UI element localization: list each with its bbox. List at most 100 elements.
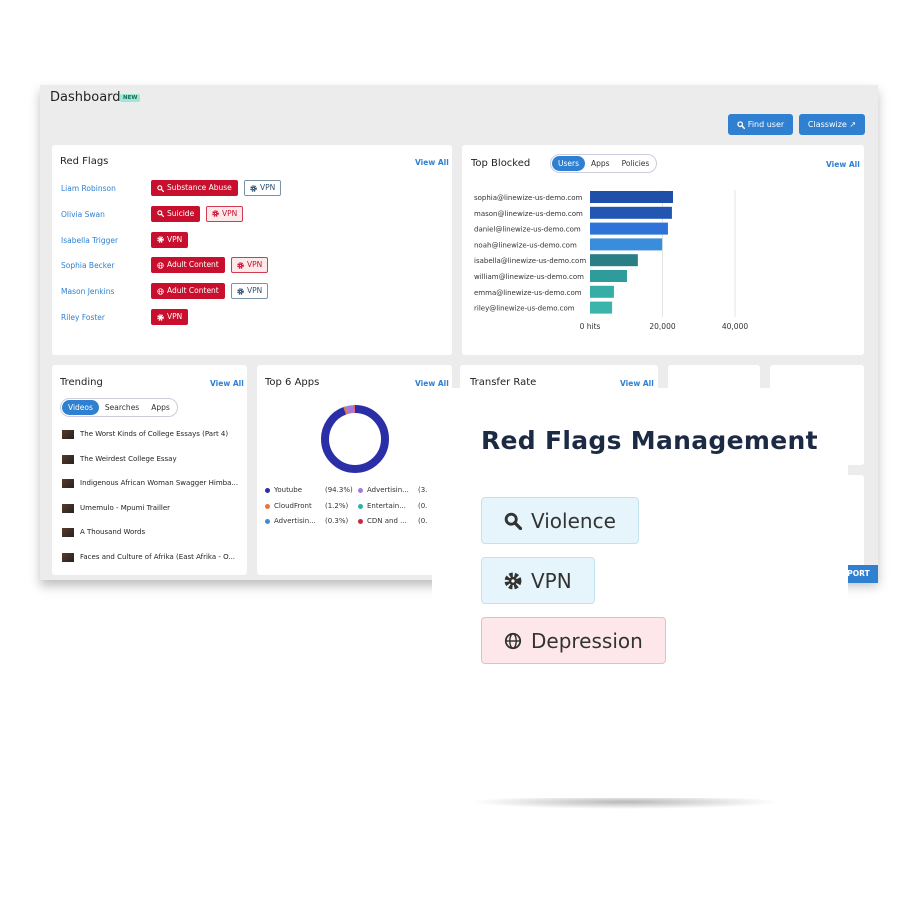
video-title[interactable]: The Worst Kinds of College Essays (Part … — [80, 430, 229, 438]
video-title[interactable]: Faces and Culture of Afrika (East Afrika… — [80, 552, 236, 561]
flag-tag: VPN — [231, 257, 269, 274]
tag-label: VPN — [167, 234, 183, 244]
tab[interactable]: Apps — [591, 159, 610, 168]
tag-label: Substance Abuse — [167, 183, 232, 192]
legend-value: (0. — [418, 517, 428, 525]
view-all-link[interactable]: View All — [415, 158, 449, 167]
bar-label: noah@linewize-us-demo.com — [474, 241, 577, 249]
bar — [590, 191, 674, 203]
globe-icon — [157, 262, 164, 269]
student-name[interactable]: Riley Foster — [61, 313, 105, 322]
icon-part — [239, 290, 242, 292]
view-all-link[interactable]: View All — [210, 379, 244, 388]
legend-value: (94.3%) — [325, 486, 353, 494]
search-icon — [157, 184, 164, 192]
icon-part — [157, 210, 163, 216]
icon-part — [160, 213, 164, 218]
card-title: Trending — [60, 377, 103, 388]
flag-tag: VPN — [206, 205, 244, 222]
tab[interactable]: Users — [552, 156, 586, 171]
bar-label: mason@linewize-us-demo.com — [474, 210, 583, 218]
student-name[interactable]: Olivia Swan — [61, 209, 105, 219]
view-all-link[interactable]: View All — [826, 160, 860, 169]
legend-value: (0.3%) — [325, 517, 349, 525]
tab[interactable]: Policies — [621, 159, 650, 168]
legend-dot — [358, 488, 363, 493]
video-title[interactable]: Indigenous African Woman Swagger Himba..… — [80, 479, 239, 487]
bar — [590, 254, 638, 267]
tag-label: VPN — [260, 183, 276, 192]
tag-label: VPN — [247, 260, 263, 270]
icon-part — [252, 187, 255, 189]
flag-tag: VPN — [244, 180, 282, 196]
icon-part — [504, 512, 518, 526]
view-all-link[interactable]: View All — [415, 379, 449, 388]
bar-label: emma@linewize-us-demo.com — [474, 289, 582, 297]
overlay-title: Red Flags Management — [481, 426, 818, 455]
gear-icon — [237, 262, 244, 269]
legend-label: CloudFront — [274, 501, 312, 510]
icon-part — [159, 316, 162, 318]
bar — [590, 270, 627, 282]
student-name[interactable]: Mason Jenkins — [61, 287, 115, 297]
flag-tag: VPN — [481, 557, 595, 604]
legend-label: Advertisin... — [367, 486, 409, 494]
card — [52, 145, 452, 355]
bar-label: isabella@linewize-us-demo.com — [474, 257, 586, 265]
icon-part — [511, 578, 515, 583]
search-icon — [157, 210, 164, 218]
x-tick-label: 20,000 — [649, 322, 675, 331]
classwize-button[interactable]: Classwize ↗ — [799, 114, 865, 135]
tab[interactable]: Videos — [62, 400, 99, 415]
x-tick-label: 40,000 — [722, 322, 748, 331]
bar-label: william@linewize-us-demo.com — [474, 273, 584, 281]
video-thumbnail — [62, 552, 74, 562]
tag-label: Suicide — [167, 208, 195, 218]
search-icon — [737, 120, 745, 129]
video-thumbnail — [62, 454, 74, 464]
card-title: Top 6 Apps — [265, 377, 320, 388]
bar-chart: 0 hits 20,000 40,000 sophia@linewize-us-dem… — [474, 190, 748, 331]
tab[interactable]: Searches — [104, 403, 140, 412]
gear-icon — [157, 236, 164, 243]
flag-tag: Violence — [481, 497, 639, 544]
tag-label: VPN — [222, 208, 238, 218]
donut-slice — [321, 405, 389, 473]
flag-tag: VPN — [151, 309, 189, 325]
icon-part — [239, 264, 242, 267]
tag-label: Adult Content — [167, 286, 219, 296]
video-thumbnail — [62, 528, 74, 537]
student-name[interactable]: Sophia Becker — [61, 261, 115, 271]
tab[interactable]: Apps — [151, 403, 170, 412]
flag-tag: VPN — [231, 283, 269, 300]
legend-dot — [265, 503, 270, 509]
icon-part — [737, 120, 743, 127]
video-title[interactable]: Umemulo - Mpumi Trailler — [80, 503, 171, 512]
tag-label: VPN — [167, 312, 183, 321]
student-name[interactable]: Isabella Trigger — [61, 235, 119, 245]
video-title[interactable]: A Thousand Words — [80, 528, 146, 536]
gear-icon — [157, 313, 164, 321]
icon-part — [250, 184, 257, 192]
icon-part — [513, 520, 522, 530]
icon-part — [157, 184, 163, 190]
legend-dot — [265, 488, 270, 493]
view-all-link[interactable]: View All — [620, 379, 654, 388]
find-user-button[interactable]: Find user — [728, 114, 793, 135]
donut-chart — [321, 405, 389, 473]
bar-label: sophia@linewize-us-demo.com — [474, 194, 583, 202]
student-name[interactable]: Liam Robinson — [61, 184, 116, 193]
overlay-shadow — [470, 795, 780, 809]
tag-label: Depression — [531, 628, 643, 653]
tag-label: Violence — [531, 508, 616, 533]
flag-tag: Adult Content — [151, 257, 225, 274]
card-title: Transfer Rate — [470, 377, 537, 388]
card-title: Red Flags — [60, 156, 109, 167]
tag-label: VPN — [531, 568, 572, 593]
video-thumbnail — [62, 503, 74, 513]
search-icon — [504, 512, 522, 530]
bar — [590, 206, 672, 219]
video-title[interactable]: The Weirdest College Essay — [80, 454, 177, 463]
video-thumbnail — [62, 430, 74, 439]
